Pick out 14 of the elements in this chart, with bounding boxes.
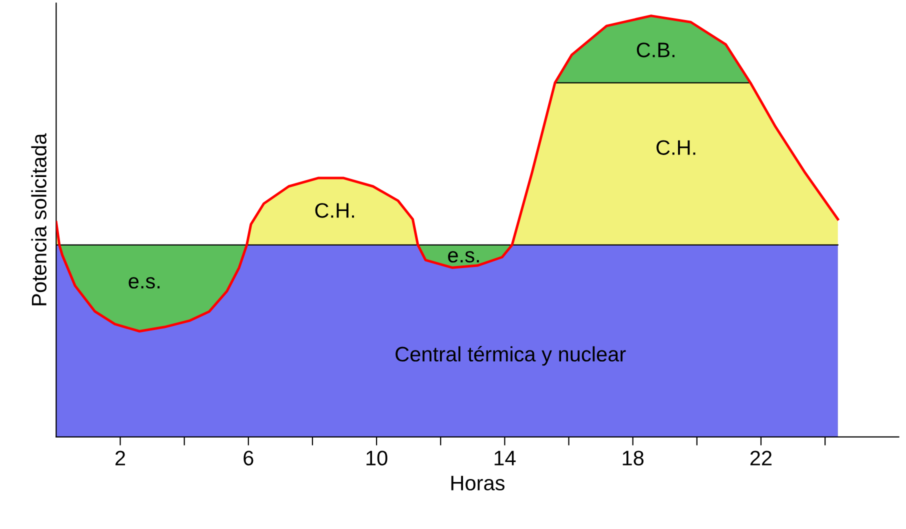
- x-tick-label: 10: [366, 450, 388, 466]
- annotation: C.H.: [315, 203, 354, 218]
- x-tick-label: 22: [750, 450, 772, 466]
- annotation: C.B.: [636, 42, 674, 58]
- x-tick-label: 18: [622, 450, 644, 466]
- annotation: C.H.: [656, 140, 696, 155]
- x-tick-label: 14: [494, 450, 516, 466]
- y-axis-title: Potencia solicitada: [31, 133, 46, 306]
- x-axis-title: Horas: [451, 476, 504, 490]
- annotation: e.s.: [448, 251, 479, 263]
- x-tick-label: 6: [244, 450, 254, 466]
- x-tick-label: 2: [116, 450, 125, 466]
- annotation: Central térmica y nuclear: [396, 346, 626, 366]
- annotation: e.s.: [128, 277, 160, 289]
